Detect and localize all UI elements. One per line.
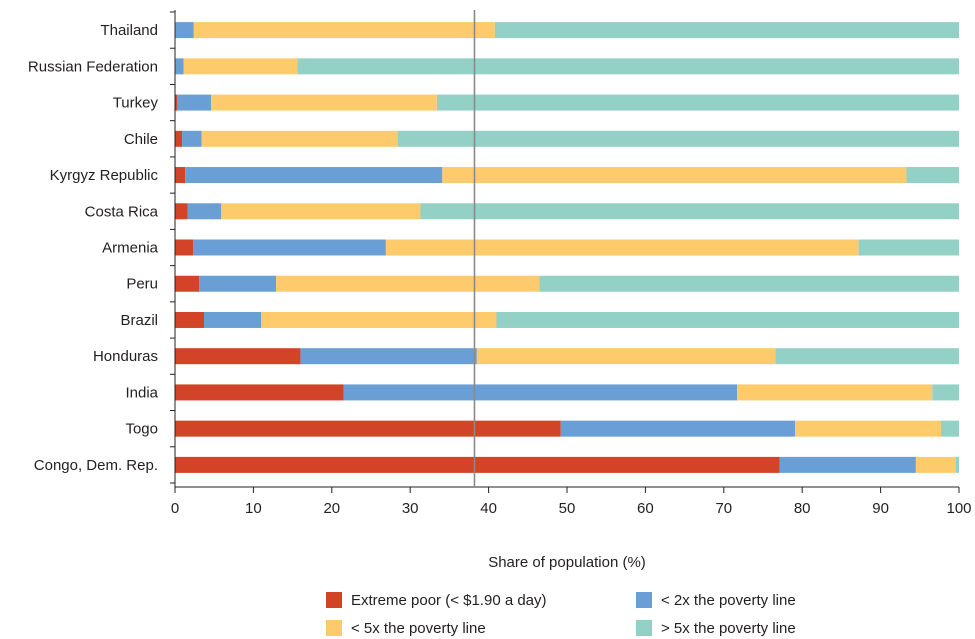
x-tick-label-100: 100 xyxy=(946,500,971,517)
legend-label-5x-poverty: < 5x the poverty line xyxy=(351,619,486,637)
bar-turkey-series-3 xyxy=(211,94,437,111)
legend-item-extreme-poor: Extreme poor (< $1.90 a day) xyxy=(326,590,547,610)
stacked-bar-chart: Thailand Russian Federation Turkey Chile Kyr… xyxy=(28,10,972,571)
bar-brazil-series-3 xyxy=(261,311,497,328)
category-label-turkey: Turkey xyxy=(113,95,159,112)
x-tick-label-70: 70 xyxy=(715,500,732,517)
bar-costa-rica-series-2 xyxy=(187,203,222,220)
bar-armenia-series-4 xyxy=(858,239,959,256)
bar-brazil-series-2 xyxy=(204,311,262,328)
bar-turkey-series-4 xyxy=(436,94,960,111)
category-label-peru: Peru xyxy=(126,276,158,293)
legend-label-extreme-poor: Extreme poor (< $1.90 a day) xyxy=(351,591,547,609)
category-label-india: India xyxy=(125,384,158,401)
category-label-costa-rica: Costa Rica xyxy=(85,203,159,220)
bar-brazil-series-4 xyxy=(496,311,959,328)
bar-india-series-3 xyxy=(737,384,933,401)
tick-labels: 0 10 20 30 40 50 60 70 80 90 100 xyxy=(171,500,972,517)
legend-label-over-5x-poverty: > 5x the poverty line xyxy=(661,619,796,637)
bar-turkey-series-1 xyxy=(175,94,178,111)
x-tick-label-60: 60 xyxy=(637,500,654,517)
x-tick-label-80: 80 xyxy=(794,500,811,517)
bar-togo-series-2 xyxy=(560,420,796,437)
bar-congo-dem-rep-series-3 xyxy=(915,456,956,473)
bar-armenia-series-2 xyxy=(193,239,386,256)
legend-swatch-over-5x-poverty xyxy=(636,620,652,636)
bar-kyrgyz-republic-series-3 xyxy=(442,167,907,184)
bar-honduras-series-2 xyxy=(300,348,477,365)
category-label-brazil: Brazil xyxy=(120,312,158,329)
bar-togo-series-3 xyxy=(795,420,941,437)
bar-russian-federation-series-3 xyxy=(183,58,298,75)
bar-congo-dem-rep-series-2 xyxy=(779,456,916,473)
legend: Extreme poor (< $1.90 a day) < 2x the po… xyxy=(326,590,846,638)
bar-peru-series-1 xyxy=(175,275,200,292)
bar-india-series-2 xyxy=(343,384,738,401)
bar-thailand-series-4 xyxy=(494,22,959,39)
category-label-togo: Togo xyxy=(125,421,158,438)
bar-peru-series-3 xyxy=(276,275,540,292)
category-labels: Thailand Russian Federation Turkey Chile Kyr… xyxy=(28,22,159,474)
bar-thailand-series-3 xyxy=(193,22,495,39)
legend-swatch-5x-poverty xyxy=(326,620,342,636)
bar-russian-federation-series-2 xyxy=(175,58,184,75)
x-axis-title: Share of population (%) xyxy=(488,554,646,571)
bar-india-series-1 xyxy=(175,384,344,401)
bar-congo-dem-rep-series-4 xyxy=(955,456,959,473)
bar-kyrgyz-republic-series-2 xyxy=(185,167,443,184)
x-tick-label-20: 20 xyxy=(323,500,340,517)
bar-honduras-series-4 xyxy=(775,348,959,365)
bar-chile-series-4 xyxy=(397,130,959,147)
category-label-kyrgyz-republic: Kyrgyz Republic xyxy=(50,167,159,184)
bar-togo-series-4 xyxy=(940,420,959,437)
bar-turkey-series-2 xyxy=(177,94,212,111)
bar-russian-federation-series-4 xyxy=(297,58,960,75)
x-tick-label-0: 0 xyxy=(171,500,179,517)
bar-armenia-series-3 xyxy=(385,239,859,256)
legend-item-over-5x-poverty: > 5x the poverty line xyxy=(636,618,796,638)
category-label-congo-dem-rep: Congo, Dem. Rep. xyxy=(34,457,158,474)
x-tick-label-90: 90 xyxy=(872,500,889,517)
bars-group xyxy=(175,22,960,473)
bar-chile-series-2 xyxy=(182,130,202,147)
bar-kyrgyz-republic-series-1 xyxy=(175,167,186,184)
axes-group xyxy=(170,10,960,493)
category-label-armenia: Armenia xyxy=(102,240,159,257)
bar-armenia-series-1 xyxy=(175,239,194,256)
category-label-russian-federation: Russian Federation xyxy=(28,58,158,75)
category-label-honduras: Honduras xyxy=(93,348,158,365)
bar-peru-series-2 xyxy=(199,275,277,292)
bar-togo-series-1 xyxy=(175,420,561,437)
bar-costa-rica-series-3 xyxy=(221,203,421,220)
bar-costa-rica-series-4 xyxy=(420,203,960,220)
category-label-chile: Chile xyxy=(124,131,158,148)
bar-peru-series-4 xyxy=(539,275,959,292)
category-label-thailand: Thailand xyxy=(100,22,158,39)
bar-brazil-series-1 xyxy=(175,311,205,328)
bar-kyrgyz-republic-series-4 xyxy=(906,167,959,184)
bar-thailand-series-2 xyxy=(175,22,194,39)
legend-label-2x-poverty: < 2x the poverty line xyxy=(661,591,796,609)
bar-costa-rica-series-1 xyxy=(175,203,188,220)
bar-chile-series-3 xyxy=(201,130,398,147)
legend-item-2x-poverty: < 2x the poverty line xyxy=(636,590,796,610)
legend-item-5x-poverty: < 5x the poverty line xyxy=(326,618,486,638)
x-tick-label-40: 40 xyxy=(480,500,497,517)
bar-chile-series-1 xyxy=(175,130,183,147)
bar-india-series-4 xyxy=(932,384,959,401)
x-tick-label-50: 50 xyxy=(559,500,576,517)
bar-honduras-series-3 xyxy=(476,348,776,365)
legend-swatch-2x-poverty xyxy=(636,592,652,608)
legend-swatch-extreme-poor xyxy=(326,592,342,608)
x-tick-label-10: 10 xyxy=(245,500,262,517)
bar-congo-dem-rep-series-1 xyxy=(175,456,780,473)
bar-honduras-series-1 xyxy=(175,348,301,365)
x-tick-label-30: 30 xyxy=(402,500,419,517)
